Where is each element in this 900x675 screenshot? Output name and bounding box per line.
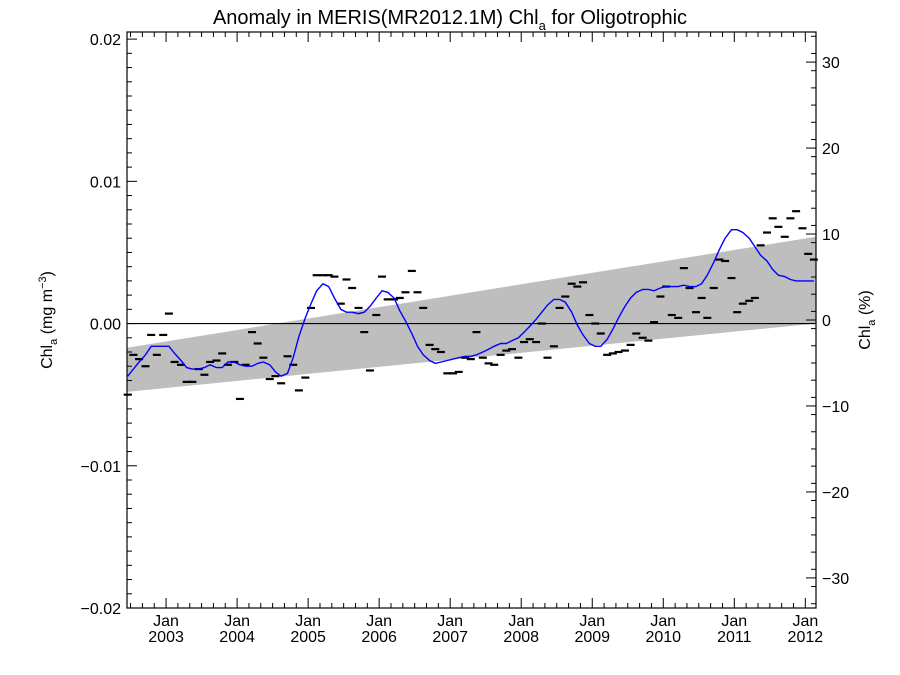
left-tick-label: −0.02 — [81, 601, 122, 618]
chart-title: Anomaly in MERIS(MR2012.1M) Chla for Oli… — [213, 7, 687, 33]
x-tick-year-label: 2003 — [148, 629, 184, 646]
x-tick-year-label: 2006 — [361, 629, 397, 646]
x-tick-month-label: Jan — [508, 613, 534, 630]
left-axis-label-sub: a — [48, 338, 60, 345]
x-tick-month-label: Jan — [721, 613, 747, 630]
left-tick-label: 0.00 — [90, 317, 121, 334]
x-tick-year-label: 2011 — [717, 629, 752, 646]
right-tick-label: 10 — [822, 227, 840, 244]
left-axis-label-main: Chl — [39, 345, 56, 369]
chart-title-subscript: a — [539, 18, 547, 33]
x-tick-year-label: 2009 — [574, 629, 610, 646]
x-tick-year-label: 2005 — [290, 629, 326, 646]
x-tick-month-label: Jan — [650, 613, 676, 630]
x-tick-month-label: Jan — [224, 613, 250, 630]
smoothed-line — [127, 229, 814, 378]
trend-band — [127, 236, 816, 392]
right-tick-label: −10 — [822, 399, 849, 416]
right-axis-label-rest: (%) — [857, 290, 874, 319]
right-tick-label: −20 — [822, 485, 849, 502]
x-tick-month-label: Jan — [153, 613, 179, 630]
right-tick-label: 30 — [822, 55, 840, 72]
left-tick-label: 0.02 — [90, 32, 121, 49]
left-tick-label: −0.01 — [81, 459, 122, 476]
left-axis-label-rest: (mg m — [39, 289, 56, 339]
x-tick-month-label: Jan — [295, 613, 321, 630]
left-axis-label-sup: −3 — [37, 276, 49, 289]
chart-title-end: for Oligotrophic — [546, 7, 687, 29]
right-tick-label: 20 — [822, 141, 840, 158]
x-tick-year-label: 2007 — [432, 629, 468, 646]
x-tick-month-label: Jan — [792, 613, 818, 630]
x-tick-month-label: Jan — [366, 613, 392, 630]
x-tick-month-label: Jan — [437, 613, 463, 630]
x-tick-year-label: 2008 — [503, 629, 539, 646]
right-axis-label-sub: a — [866, 319, 878, 326]
x-tick-month-label: Jan — [579, 613, 605, 630]
left-axis-label: Chla (mg m−3) — [37, 271, 60, 369]
x-tick-year-label: 2012 — [788, 629, 824, 646]
left-axis-label-close: ) — [39, 271, 56, 276]
left-tick-label: 0.01 — [90, 174, 121, 191]
x-tick-year-label: 2004 — [219, 629, 255, 646]
right-tick-label: −30 — [822, 571, 849, 588]
right-axis-label-main: Chl — [857, 326, 874, 350]
right-tick-label: 0 — [822, 313, 831, 330]
chart-title-main: Anomaly in MERIS(MR2012.1M) Chl — [213, 7, 539, 29]
x-tick-year-label: 2010 — [645, 629, 681, 646]
plot-layer: 0.020.010.00−0.01−0.023020100−10−20−30Ja… — [81, 31, 849, 646]
right-axis-label: Chla (%) — [857, 290, 878, 349]
